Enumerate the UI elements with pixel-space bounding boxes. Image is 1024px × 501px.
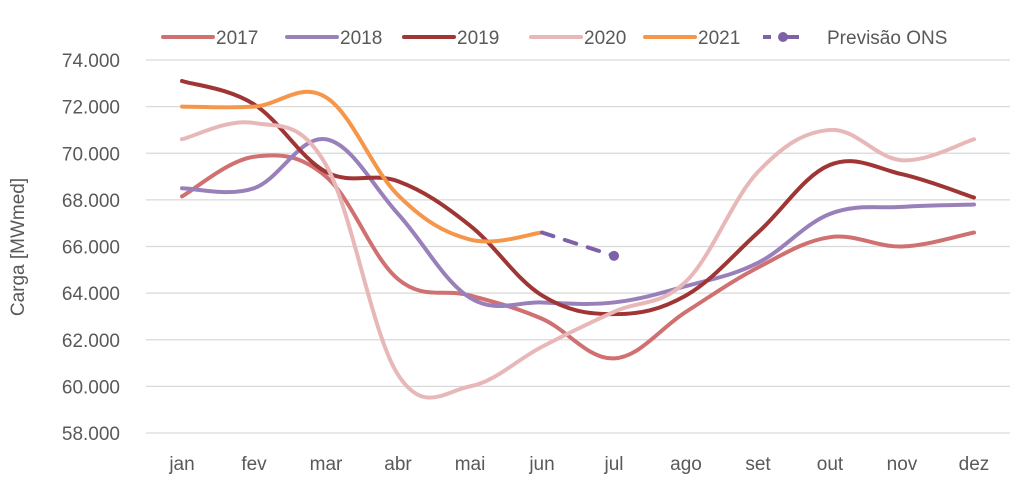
x-tick-label: out xyxy=(817,454,844,475)
x-tick-label: nov xyxy=(887,454,918,475)
series-marker-previs-o-ons xyxy=(609,250,619,261)
x-tick-label: jun xyxy=(528,454,554,475)
legend-label: 2018 xyxy=(340,28,382,49)
legend-label: 2019 xyxy=(457,28,499,49)
series-line-previs-o-ons xyxy=(540,230,616,258)
y-tick-label: 58.000 xyxy=(62,424,120,445)
x-tick-label: fev xyxy=(241,454,267,475)
legend-label: Previsão ONS xyxy=(827,28,947,49)
x-tick-label: jan xyxy=(168,454,194,475)
legend-item-2021: 2021 xyxy=(643,28,740,49)
legend-marker xyxy=(778,32,788,42)
x-tick-label: set xyxy=(745,454,771,475)
y-tick-label: 72.000 xyxy=(62,98,120,119)
legend-item-2020: 2020 xyxy=(529,28,626,49)
series-line-2020 xyxy=(180,120,976,400)
x-tick-label: dez xyxy=(959,454,990,475)
y-axis-ticks: 58.000 60.000 62.000 64.000 66.000 68.000 70.0… xyxy=(62,51,120,445)
y-tick-label: 66.000 xyxy=(62,238,120,259)
legend-label: 2021 xyxy=(698,28,740,49)
y-tick-label: 74.000 xyxy=(62,51,120,72)
series-line-2019 xyxy=(180,78,976,317)
x-tick-label: mai xyxy=(455,454,486,475)
gridlines xyxy=(146,59,1010,434)
x-tick-label: abr xyxy=(384,454,412,475)
y-tick-label: 60.000 xyxy=(62,377,120,398)
x-tick-label: ago xyxy=(670,454,702,475)
y-tick-label: 68.000 xyxy=(62,191,120,212)
y-tick-label: 70.000 xyxy=(62,144,120,165)
x-tick-label: jul xyxy=(603,454,623,475)
legend-label: 2017 xyxy=(216,28,258,49)
x-tick-label: mar xyxy=(310,454,343,475)
legend: 2017 2018 2019 2020 2021 Previsão ONS xyxy=(161,28,947,49)
x-axis-ticks: jan fev mar abr mai jun jul ago set out nov dez xyxy=(168,454,989,475)
series-lines xyxy=(180,78,976,400)
series-line-2021 xyxy=(180,89,544,244)
y-axis-title: Carga [MWmed] xyxy=(8,178,29,316)
legend-item-previs-o-ons: Previsão ONS xyxy=(763,28,947,49)
legend-item-2018: 2018 xyxy=(285,28,382,49)
series-line-2018 xyxy=(180,137,976,309)
legend-label: 2020 xyxy=(584,28,626,49)
y-tick-label: 62.000 xyxy=(62,331,120,352)
legend-item-2019: 2019 xyxy=(402,28,499,49)
legend-item-2017: 2017 xyxy=(161,28,258,49)
y-tick-label: 64.000 xyxy=(62,284,120,305)
